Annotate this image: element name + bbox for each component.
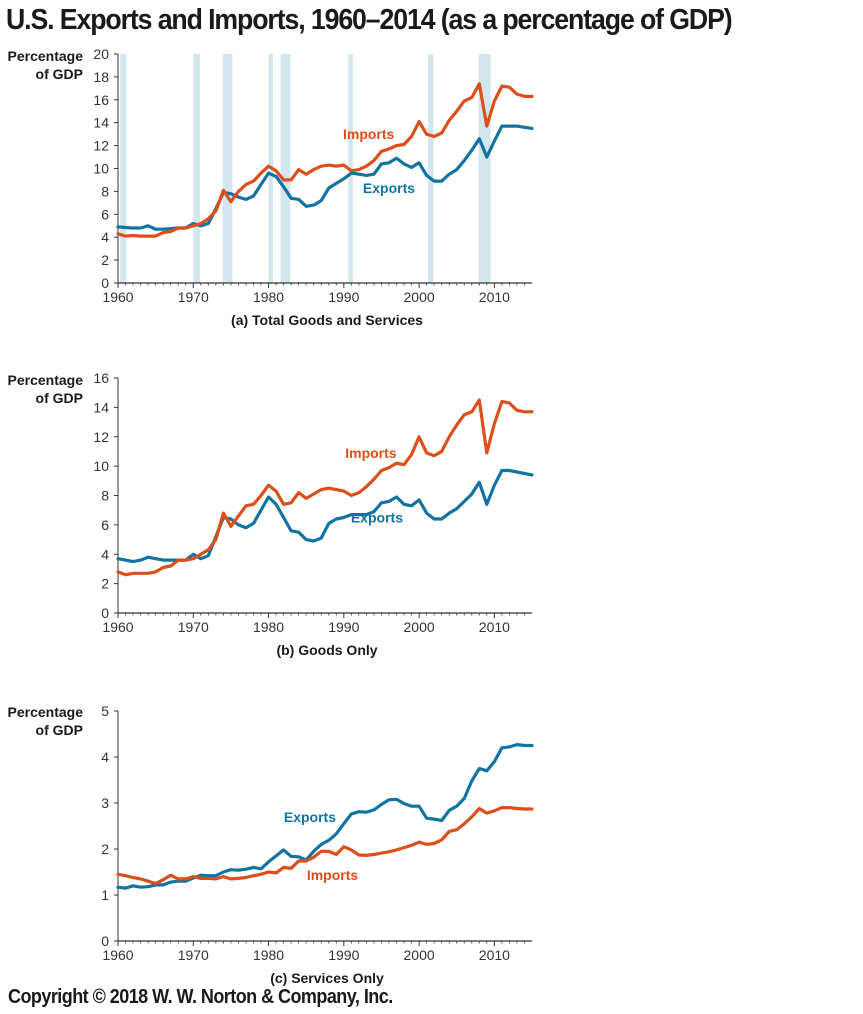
series-label-exports: Exports (351, 510, 403, 526)
series-line-imports (116, 82, 534, 238)
series-line-imports (116, 398, 534, 577)
ytick-label: 14 (93, 115, 109, 131)
series-line-exports (116, 468, 534, 564)
xtick-label: 1960 (102, 289, 133, 305)
series-label-imports: Imports (343, 126, 395, 142)
ytick-label: 4 (101, 546, 109, 562)
series-label-imports: Imports (345, 445, 397, 461)
xtick-label: 1970 (178, 947, 209, 963)
chart-caption: (a) Total Goods and Services (231, 312, 423, 328)
xtick-label: 1990 (328, 289, 359, 305)
ytick-label: 4 (101, 229, 109, 245)
xtick-label: 2010 (479, 619, 510, 635)
ylabel-c-line2: of GDP (35, 722, 83, 738)
ytick-label: 10 (93, 458, 109, 474)
recession-band-2 (222, 54, 233, 283)
xtick-label: 1980 (253, 619, 284, 635)
series-line-exports (116, 742, 534, 890)
ytick-label: 6 (101, 517, 109, 533)
xtick-label: 1990 (328, 947, 359, 963)
xtick-label: 1990 (328, 619, 359, 635)
ylabel-c: Percentage of GDP (3, 703, 83, 739)
xtick-label: 2000 (404, 619, 435, 635)
xtick-label: 2000 (404, 947, 435, 963)
ytick-label: 2 (101, 252, 109, 268)
page-title: U.S. Exports and Imports, 1960–2014 (as … (6, 4, 733, 36)
ylabel-b-line2: of GDP (35, 390, 83, 406)
ytick-label: 10 (93, 161, 109, 177)
xtick-label: 2010 (479, 289, 510, 305)
xtick-label: 1970 (178, 619, 209, 635)
recession-band-1 (193, 54, 201, 283)
xtick-label: 1960 (102, 619, 133, 635)
chart-a: 0 2 4 6 8 10 12 14 16 18 20 1960 1970 1980 1990 2000 201… (93, 46, 534, 328)
ytick-label: 0 (101, 275, 109, 291)
xtick-label: 2010 (479, 947, 510, 963)
recession-band-4 (280, 54, 291, 283)
recession-band-0 (120, 54, 127, 283)
ytick-label: 0 (101, 605, 109, 621)
recession-band-6 (428, 54, 434, 283)
ytick-label: 2 (101, 576, 109, 592)
ylabel-a: Percentage of GDP (3, 47, 83, 83)
ytick-label: 3 (101, 795, 109, 811)
ytick-label: 8 (101, 183, 109, 199)
xtick-label: 2000 (404, 289, 435, 305)
ylabel-a-line2: of GDP (35, 66, 83, 82)
chart-caption: (c) Services Only (270, 970, 384, 986)
ytick-label: 18 (93, 69, 109, 85)
xtick-label: 1980 (253, 289, 284, 305)
ytick-label: 0 (101, 933, 109, 949)
ytick-label: 5 (101, 703, 109, 719)
ytick-label: 14 (93, 399, 109, 415)
ytick-label: 1 (101, 887, 109, 903)
chart-b: 0 2 4 6 8 10 12 14 16 1960 1970 1980 1990 2000 2010 (b)… (93, 370, 534, 658)
xtick-label: 1980 (253, 947, 284, 963)
ytick-label: 20 (93, 46, 109, 62)
ytick-label: 6 (101, 206, 109, 222)
chart-c: 0 1 2 3 4 5 1960 1970 1980 1990 2000 2010 (c) Servic… (101, 703, 534, 986)
series-label-exports: Exports (363, 180, 415, 196)
ytick-label: 4 (101, 749, 109, 765)
ytick-label: 2 (101, 841, 109, 857)
copyright-notice: Copyright © 2018 W. W. Norton & Company,… (8, 986, 393, 1008)
xtick-label: 1970 (178, 289, 209, 305)
ylabel-b: Percentage of GDP (3, 371, 83, 407)
chart-caption: (b) Goods Only (276, 642, 377, 658)
ytick-label: 12 (93, 138, 109, 154)
ytick-label: 16 (93, 370, 109, 386)
series-label-exports: Exports (284, 809, 336, 825)
xtick-label: 1960 (102, 947, 133, 963)
ytick-label: 12 (93, 429, 109, 445)
series-line-imports (116, 805, 534, 886)
ylabel-c-line1: Percentage (7, 704, 83, 720)
series-label-imports: Imports (307, 867, 359, 883)
ytick-label: 16 (93, 92, 109, 108)
ylabel-b-line1: Percentage (7, 372, 83, 388)
recession-band-7 (478, 54, 491, 283)
ylabel-a-line1: Percentage (7, 48, 83, 64)
ytick-label: 8 (101, 488, 109, 504)
series-line-exports (116, 124, 534, 231)
